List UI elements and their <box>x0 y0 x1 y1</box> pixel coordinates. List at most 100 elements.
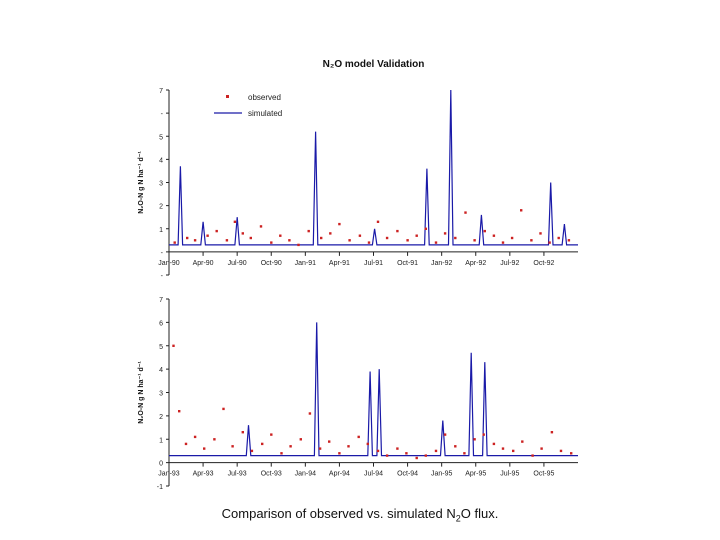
observed-point <box>178 410 181 413</box>
observed-point <box>173 241 176 244</box>
y-tick-label: 1 <box>159 227 163 234</box>
observed-point <box>521 440 524 443</box>
y-tick-label: 2 <box>159 204 163 211</box>
observed-point <box>338 452 341 455</box>
observed-point <box>434 241 438 244</box>
observed-point <box>530 239 533 242</box>
y-tick-label: - <box>161 273 164 280</box>
observed-point <box>193 435 197 439</box>
observed-point <box>434 449 438 453</box>
observed-point <box>206 234 209 237</box>
y-tick-label: 4 <box>159 367 163 374</box>
observed-point <box>172 344 175 347</box>
observed-point <box>358 234 362 237</box>
caption-subscript: 2 <box>455 513 461 524</box>
observed-point <box>512 449 515 453</box>
observed-point <box>464 211 467 214</box>
y-tick-label: 6 <box>159 320 163 327</box>
legend-observed-marker <box>226 95 229 98</box>
observed-point <box>473 438 476 441</box>
observed-point <box>186 236 189 240</box>
y-tick-label: -1 <box>157 484 163 491</box>
x-tick-label: Apr-92 <box>465 260 486 267</box>
caption-text-start: Comparison of observed vs. simulated N <box>221 506 456 521</box>
x-tick-label: Jan-90 <box>158 260 180 267</box>
slide-caption: Comparison of observed vs. simulated N2O… <box>0 506 720 524</box>
y-axis-label: N₂O-N g N ha⁻¹ d⁻¹ <box>138 151 145 214</box>
y-tick-label: 2 <box>159 414 163 421</box>
observed-point <box>297 243 300 247</box>
observed-point <box>367 241 371 244</box>
observed-point <box>308 412 312 415</box>
y-tick-label: 1 <box>159 437 163 444</box>
observed-point <box>550 431 554 434</box>
x-tick-label: Apr-93 <box>193 471 214 478</box>
x-tick-label: Jul-90 <box>228 260 247 267</box>
observed-point <box>443 232 447 235</box>
x-tick-label: Apr-94 <box>329 471 350 478</box>
x-tick-label: Jul-91 <box>364 260 383 267</box>
observed-point <box>492 442 496 446</box>
x-tick-label: Apr-90 <box>193 260 214 267</box>
x-tick-label: Oct-91 <box>397 260 418 267</box>
x-tick-label: Jan-91 <box>295 260 317 267</box>
observed-point <box>289 445 292 448</box>
observed-point <box>376 220 380 223</box>
observed-point <box>213 438 216 441</box>
x-tick-label: Oct-94 <box>397 471 418 478</box>
observed-point <box>279 234 282 237</box>
observed-point <box>233 220 237 223</box>
observed-point <box>270 241 273 244</box>
y-tick-label: 5 <box>159 134 163 141</box>
y-tick-label: 7 <box>159 88 163 95</box>
observed-point <box>203 447 206 450</box>
observed-point <box>510 236 514 240</box>
chart-panel-bottom: -1 0 1 2 3 4 5 6 7 N₂O-N g N ha⁻¹ d⁻¹ Jan-93 Apr-93… <box>138 297 578 491</box>
observed-point <box>320 236 323 240</box>
observed-point <box>347 445 350 448</box>
observed-point <box>328 440 331 443</box>
observed-point <box>454 236 457 240</box>
x-tick-label: Jan-94 <box>295 471 317 478</box>
observed-point <box>415 456 418 460</box>
series-line-simulated <box>169 322 578 457</box>
observed-point <box>184 442 188 446</box>
x-tick-label: Jul-93 <box>228 471 247 478</box>
observed-point <box>376 449 380 453</box>
observed-point <box>249 236 252 240</box>
observed-point <box>539 232 542 235</box>
observed-point <box>261 442 264 446</box>
observed-point <box>348 239 351 242</box>
observed-point <box>270 433 273 436</box>
x-tick-label: Oct-90 <box>261 260 282 267</box>
observed-point <box>483 229 486 233</box>
observed-point <box>540 447 543 450</box>
observed-point <box>338 222 341 226</box>
observed-point <box>259 225 263 228</box>
series-line-simulated <box>169 89 578 246</box>
x-tick-label: Jan-92 <box>431 260 453 267</box>
observed-point <box>531 454 534 457</box>
x-tick-label: Jan-95 <box>431 471 453 478</box>
y-tick-label: 3 <box>159 391 163 398</box>
observed-point <box>567 239 571 242</box>
observed-point <box>299 438 302 441</box>
x-tick-label: Jan-93 <box>158 471 180 478</box>
observed-point <box>548 241 551 244</box>
observed-point <box>225 239 229 242</box>
x-tick-label: Oct-92 <box>533 260 554 267</box>
observed-point <box>454 445 457 448</box>
y-tick-label: - <box>161 250 164 257</box>
observed-point <box>482 433 485 436</box>
observed-point <box>329 232 332 235</box>
observed-point <box>570 452 573 455</box>
observed-point <box>520 209 523 212</box>
observed-point <box>424 227 427 230</box>
observed-point <box>288 239 291 242</box>
y-tick-label: 5 <box>159 344 163 351</box>
x-tick-label: Jul-92 <box>500 260 519 267</box>
x-tick-label: Apr-95 <box>465 471 486 478</box>
observed-point <box>280 452 283 455</box>
y-tick-label: 0 <box>159 461 163 468</box>
y-tick-label: - <box>161 111 164 118</box>
